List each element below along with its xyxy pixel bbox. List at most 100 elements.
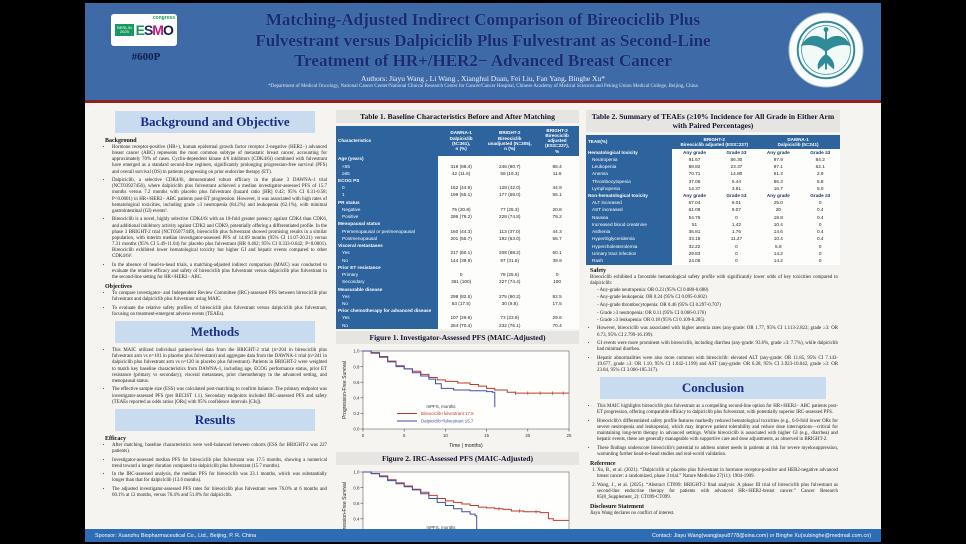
table2-row: ALT increased 67.04 9.01 25.0 0 [586,199,840,207]
table1-header: BRIGHT-2 Bireociclib adjusted (ESS=227),… [535,126,579,156]
table2-cell: 3.61 [716,184,757,193]
table1-body: Age (years) <65 319 (88.4) 246 (80.7) 88.4 ≥6… [336,155,579,330]
table2-cell: ALT increased [586,199,673,207]
table2-cell: 0 [800,242,840,251]
table2-cell: 14.2 [756,257,801,265]
table2-cell: Hypertriglyceridemia [586,235,673,243]
section-background-objective: Background and Objective [115,111,315,133]
table2-cell: 23.37 [716,163,757,171]
table1-cell: 144 (39.9) [438,256,485,265]
table1-row: Primary 0 78 (25.6) 0 [336,271,579,279]
table2-row: Thrombocytopenia 37.06 5.44 56.3 5.8 [586,177,840,185]
table1-row: No 144 (39.9) 97 (31.8) 39.9 [336,256,579,265]
table1-cell: 73 (23.9) [484,314,536,322]
bullet-item: Any-grade leukopenia: OR 0.24 (95% CI 0.… [597,295,838,301]
svg-text:0.0: 0.0 [353,427,360,432]
table1: Characteristics DAWNA-1 Dalpiciclib (N=3… [336,126,579,330]
table1-cell: 107 (29.6) [438,314,485,322]
table2-header: BRIGHT-2 Bireociclib adjusted (ESS=227) [672,135,757,149]
table2-cell: 54.76 [672,213,717,222]
contact-text: Contact: Jiayu Wang(wangjiayu8778@sina.c… [652,532,871,539]
poster-footer: Sponsor: Xuanzhu Biopharmaceutical Co., … [85,529,881,542]
table2-cell: 14.37 [672,184,717,193]
table2-cell: 36.81 [672,228,717,236]
authors-line: Authors: Jiayu Wang , Li Wang , Xianghui… [361,74,605,84]
table2-row: Hypercholesterolemia 32.22 0 5.8 0 [586,242,840,251]
table2-cell: 67.04 [672,199,717,207]
table1-cell: 361 (100) [438,278,485,286]
table1-row: Negative 75 (20.8) 77 (25.3) 20.8 [336,206,579,214]
table2-cell: Nausea [586,213,673,222]
svg-text:Dalpiciclib+fulvestrant 15.7: Dalpiciclib+fulvestrant 15.7 [421,419,474,424]
table2-cell: Lymphopenia [586,184,673,193]
table2-cell: 97.9 [756,156,801,164]
table1-cell: 254 (70.4) [438,321,485,330]
table1-cell: 208 (68.2) [484,249,536,257]
table2-cell: Hypercholesterolemia [586,242,673,251]
berlin-2025-tag: BERLIN 2025 [115,23,134,37]
svg-text:mPFS, months: mPFS, months [426,404,456,409]
table1-cell: 97 (31.8) [484,256,536,265]
figure1-km-plot: 0.0 0.2 0.4 0.6 0.8 1.0 0 5 10 15 20 25 Time ( month… [338,347,577,451]
table2-row: Lymphopenia 14.37 3.61 16.7 5.0 [586,184,840,193]
table2-cell: 97.1 [756,163,801,171]
table1-header: BRIGHT-2 Bireociclib unadjusted (N=305),… [484,126,536,156]
bullet-item: Grade ≥3 leukopenia: OR 0.18 (95% CI 0.1… [597,318,838,324]
table1-cell: 286 (79.2) [438,213,485,221]
table2-header: DAWNA-1 Dalpiciclib (N=241) [756,135,840,149]
bullet-item: Wang, J., et al. (2025). “Abstract CT099… [597,483,838,501]
table1-cell: 82.5 [535,292,579,301]
svg-text:0.6: 0.6 [353,380,360,385]
table2-section-row: Hematological toxicity Any grade Grade ≥3 A… [586,148,840,157]
title-block: Matching-Adjusted Indirect Comparison of… [85,3,881,89]
table2-cell: 70.71 [672,170,717,178]
table1-group-row: PR status [336,198,579,207]
table2-cell: 5.44 [716,177,757,185]
table2-cell: 32.22 [672,242,717,251]
table1-cell: 77 (25.3) [484,206,536,214]
table2-cell: 24.06 [672,257,717,265]
table1-row: Premenopausal or perimenopausal 160 (44.3… [336,227,579,236]
svg-text:mPFS, months: mPFS, months [426,525,456,530]
table1-cell: 29.6 [535,314,579,322]
poster-number: #600P [131,51,161,63]
table1-group-row: Prior chemotherapy for advanced disease [336,307,579,315]
table2-cell: Thrombocytopenia [586,177,673,185]
svg-text:15: 15 [484,433,489,438]
table1-cell: 201 (55.7) [438,235,485,243]
svg-text:Progression-Free Survival: Progression-Free Survival [342,482,348,532]
table1-group-row: Measurable disease [336,285,579,293]
svg-text:Progression-Free Survival: Progression-Free Survival [342,361,348,419]
table2-row: Hypertriglyceridemia 33.18 11.27 10.4 0.4 [586,235,840,243]
table2-cell: AST increased [586,206,673,214]
table2-cell: Leukopenia [586,163,673,171]
table1-row: Postmenopausal 201 (55.7) 192 (63.0) 55.7 [336,235,579,243]
svg-text:10: 10 [442,433,447,438]
table1-row: No 254 (70.4) 232 (76.1) 70.4 [336,321,579,330]
bullet-item: After matching, baseline characteristics… [112,443,327,455]
table1-cell: 60.1 [535,249,579,257]
background-bullets: Hormone receptor-positive (HR+), human e… [105,145,327,281]
table2-cell: 25.0 [756,199,801,207]
svg-text:0.8: 0.8 [353,365,360,370]
bullet-item: Dalpiciclib, a selective CDK4/6i, demons… [112,178,327,215]
bullet-item: The effective sample size (ESS) was calc… [112,387,327,405]
table1-cell: 75 (20.8) [438,206,485,214]
table2: TEAE(%) BRIGHT-2 Bireociclib adjusted (E… [586,135,840,265]
column-right: Table 2. Summary of TEAEs (≥10% Incidenc… [586,108,840,532]
table1-cell: 228 (74.8) [484,213,536,221]
disclosure-heading: Disclosure Statement [590,503,645,510]
safety-bullets: However, bireociclib was associated with… [590,326,838,374]
table2-row: Urinary tract infection 29.83 0 14.2 0 [586,250,840,258]
table2-cell: Asthenia [586,228,673,236]
table2-cell: 1.76 [716,228,757,236]
table1-cell: 298 (82.5) [438,292,485,301]
table2-cell: 16.7 [756,184,801,193]
table1-cell: 11.6 [535,169,579,178]
bullet-item: Any-grade thrombocytopenia: OR 0.46 (95%… [597,303,838,309]
poster-header: BERLIN 2025 ESMO congress #600P Matching-… [85,3,881,103]
table1-cell: 199 (55.1) [438,191,485,199]
safety-or-bullets: Any-grade neutropenia: OR 0.23 (95% CI 0… [590,288,838,325]
cams-emblem-icon [787,11,865,94]
